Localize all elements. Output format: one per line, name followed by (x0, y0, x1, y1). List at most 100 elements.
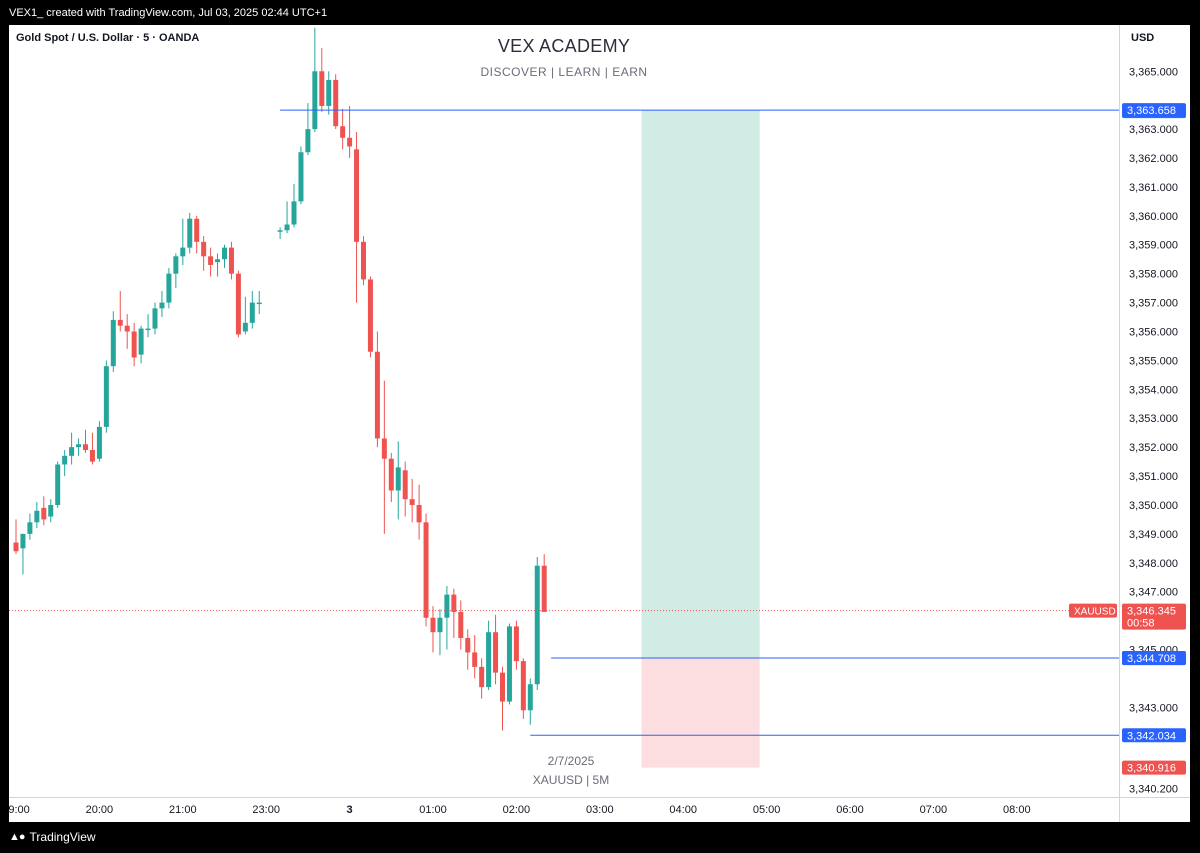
candle-down (479, 666, 485, 688)
candle-down (465, 637, 471, 653)
candle-down (13, 542, 19, 552)
entry-top-tag-text: 3,363.658 (1127, 105, 1176, 117)
price-tick-label: 3,361.000 (1129, 182, 1178, 194)
candle-up (180, 247, 186, 257)
price-tick-label: 3,343.000 (1129, 702, 1178, 714)
symbol-title: Gold Spot / U.S. Dollar · 5 · OANDA (16, 32, 200, 44)
candle-up (55, 464, 61, 505)
candle-down (500, 672, 505, 702)
price-tick-label: 3,359.000 (1129, 240, 1178, 252)
price-tick-label: 3,352.000 (1129, 442, 1178, 454)
candle-up (534, 565, 540, 685)
candle-up (215, 259, 221, 263)
candle-up (444, 594, 450, 618)
target-zone (641, 110, 760, 658)
time-tick-label: 06:00 (836, 804, 864, 816)
candle-up (242, 322, 248, 332)
candle-down (416, 504, 422, 523)
price-tick-label: 3,351.000 (1129, 471, 1178, 483)
candle-up (20, 533, 26, 549)
time-tick-label: 05:00 (753, 804, 781, 816)
candle-up (159, 302, 165, 309)
time-tick-label: 02:00 (503, 804, 531, 816)
candle-down (493, 632, 499, 673)
candle-down (361, 241, 366, 280)
time-tick-label: 01:00 (419, 804, 447, 816)
candle-up (506, 626, 512, 702)
level-lines (9, 109, 1119, 736)
price-tick-label: 3,363.000 (1129, 124, 1178, 136)
candle-down (194, 218, 200, 242)
candle-down (374, 351, 380, 439)
price-tick-label: 3,349.000 (1129, 529, 1178, 541)
candle-up (284, 224, 290, 231)
time-tick-label: 04:00 (669, 804, 697, 816)
date-note: 2/7/2025 (547, 754, 595, 768)
candle-up (187, 218, 193, 248)
candle-down (333, 79, 339, 127)
candle-up (486, 632, 492, 688)
candle-up (62, 455, 68, 465)
level-extra-2-tag-text: 3,340.916 (1127, 763, 1176, 775)
timeframe-note: XAUUSD | 5M (532, 773, 610, 787)
candle-up (256, 302, 262, 305)
chart-frame[interactable]: 3,340.200 3,343.000 3,345.000 3,347.000 3,34… (9, 25, 1190, 822)
brand-title: VEX ACADEMY (497, 36, 631, 56)
time-axis: 19:00 20:00 21:00 23:00 3 01:00 02:00 03:00 04:0… (9, 804, 1031, 816)
brand-subtitle: DISCOVER | LEARN | EARN (480, 65, 648, 79)
candle-up (277, 230, 283, 232)
candle-down (41, 507, 47, 520)
candle-down (381, 438, 387, 459)
candle-down (520, 661, 526, 711)
entry-top-tag (1122, 103, 1186, 118)
candle-up (222, 247, 227, 260)
time-tick-label: 08:00 (1003, 804, 1031, 816)
stop-zone (641, 657, 760, 768)
candle-down (402, 470, 408, 500)
candle-down (131, 331, 137, 358)
candle-up (326, 79, 332, 106)
candle-up (173, 256, 179, 274)
candle-down (347, 137, 353, 147)
candle-down (423, 522, 429, 618)
tradingview-logo-icon: ▲● (9, 831, 26, 843)
candle-up (103, 366, 109, 427)
candle-down (513, 626, 519, 662)
candle-down (458, 611, 464, 638)
price-tick-label: 3,357.000 (1129, 298, 1178, 310)
time-tick-label: 20:00 (86, 804, 114, 816)
candle-up (298, 152, 304, 202)
candle-up (166, 273, 172, 303)
stop-level-tag (1122, 728, 1186, 743)
price-tick-label: 3,358.000 (1129, 269, 1178, 281)
candle-up (138, 328, 144, 355)
tradingview-footer[interactable]: ▲● TradingView (9, 830, 96, 844)
candle-down (228, 247, 234, 274)
candle-up (145, 328, 151, 331)
candle-down (367, 279, 373, 352)
header-caption: VEX1_ created with TradingView.com, Jul … (9, 7, 328, 19)
candle-up (76, 444, 82, 448)
candle-down (388, 458, 394, 491)
time-tick-label: 21:00 (169, 804, 197, 816)
plot-grid (9, 25, 1190, 822)
candle-up (69, 447, 75, 456)
candle-up (249, 302, 255, 323)
countdown-text: 00:58 (1127, 618, 1155, 630)
price-tick-label: 3,340.200 (1129, 783, 1178, 795)
price-tick-label: 3,353.000 (1129, 413, 1178, 425)
candle-up (152, 308, 158, 329)
candle-up (395, 467, 401, 491)
time-tick-label: 03:00 (586, 804, 614, 816)
price-chart[interactable]: 3,340.2003,343.0003,345.0003,347.0003,34… (9, 25, 1190, 822)
last-price-tag (1122, 603, 1186, 630)
candle-down (451, 594, 457, 612)
price-tick-label: 3,365.000 (1129, 66, 1178, 78)
candle-down (354, 149, 360, 242)
candle-down (340, 126, 346, 138)
candle-down (409, 499, 415, 505)
time-tick-label: 07:00 (920, 804, 948, 816)
level-extra-2-tag (1122, 760, 1186, 775)
price-tick-label: 3,355.000 (1129, 355, 1178, 367)
candle-up (110, 319, 116, 367)
